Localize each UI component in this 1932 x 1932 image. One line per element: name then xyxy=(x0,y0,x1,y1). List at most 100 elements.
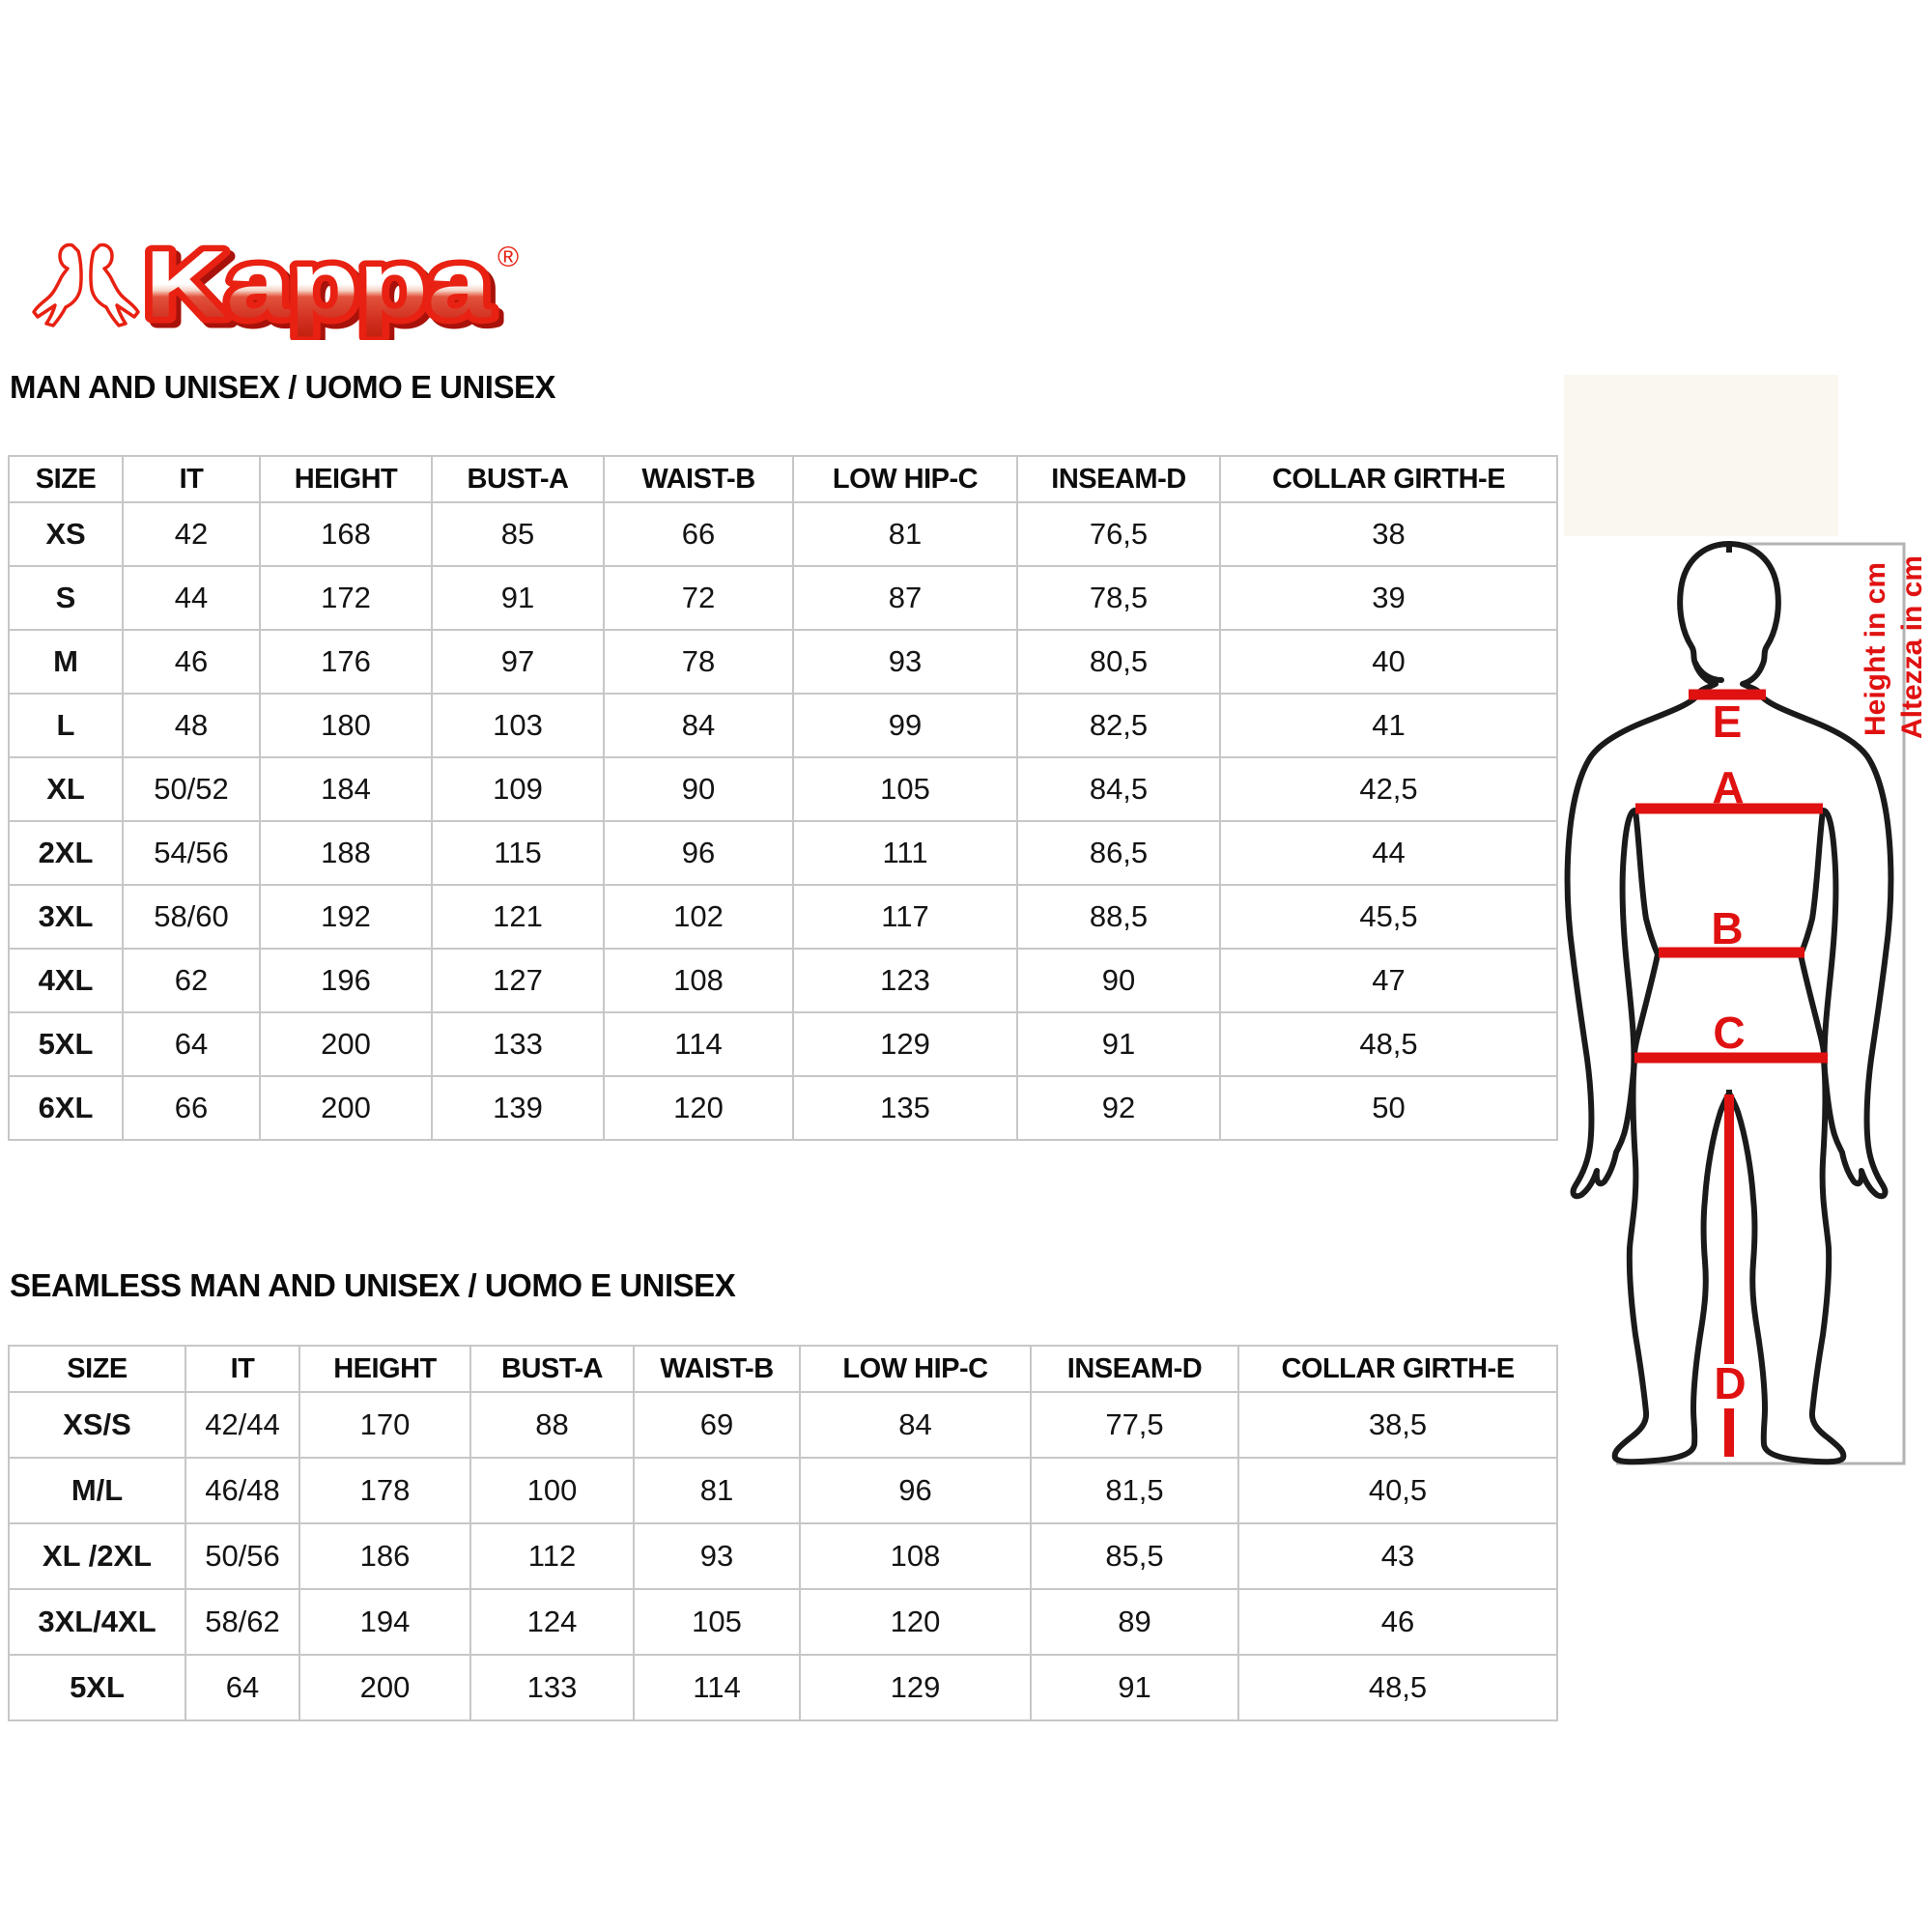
value-cell: 129 xyxy=(799,1654,1032,1721)
brand-wordmark-shadow: Kappa xyxy=(150,236,497,340)
size-cell: XL /2XL xyxy=(8,1522,186,1590)
value-cell: 91 xyxy=(1016,1011,1221,1077)
column-header: INSEAM-D xyxy=(1030,1345,1239,1393)
value-cell: 96 xyxy=(603,820,794,886)
column-header: WAIST-B xyxy=(633,1345,801,1393)
size-cell: M xyxy=(8,629,124,695)
value-cell: 88 xyxy=(469,1391,635,1459)
value-cell: 178 xyxy=(298,1457,471,1524)
size-cell: XL xyxy=(8,756,124,822)
value-cell: 58/60 xyxy=(122,884,261,950)
value-cell: 45,5 xyxy=(1219,884,1558,950)
size-cell: S xyxy=(8,565,124,631)
value-cell: 38 xyxy=(1219,501,1558,567)
value-cell: 139 xyxy=(431,1075,605,1141)
value-cell: 133 xyxy=(431,1011,605,1077)
brand-wordmark: Kappa xyxy=(145,231,493,337)
value-cell: 92 xyxy=(1016,1075,1221,1141)
column-header: IT xyxy=(185,1345,300,1393)
value-cell: 115 xyxy=(431,820,605,886)
side-notes: Height in cm Altezza in cm xyxy=(1860,555,1928,739)
value-cell: 76,5 xyxy=(1016,501,1221,567)
value-cell: 42/44 xyxy=(185,1391,300,1459)
column-header: BUST-A xyxy=(469,1345,635,1393)
value-cell: 186 xyxy=(298,1522,471,1590)
value-cell: 91 xyxy=(1030,1654,1239,1721)
value-cell: 196 xyxy=(259,948,433,1013)
column-header: HEIGHT xyxy=(298,1345,471,1393)
value-cell: 43 xyxy=(1237,1522,1558,1590)
value-cell: 121 xyxy=(431,884,605,950)
value-cell: 90 xyxy=(1016,948,1221,1013)
value-cell: 105 xyxy=(633,1588,801,1656)
value-cell: 99 xyxy=(792,693,1018,758)
value-cell: 42,5 xyxy=(1219,756,1558,822)
value-cell: 87 xyxy=(792,565,1018,631)
value-cell: 84 xyxy=(799,1391,1032,1459)
value-cell: 40,5 xyxy=(1237,1457,1558,1524)
table-row: 4XL 62 196 127 108 123 90 47 xyxy=(8,948,1558,1013)
column-header: HEIGHT xyxy=(259,455,433,503)
table-row: L 48 180 103 84 99 82,5 41 xyxy=(8,693,1558,758)
value-cell: 58/62 xyxy=(185,1588,300,1656)
value-cell: 39 xyxy=(1219,565,1558,631)
column-header: LOW HIP-C xyxy=(799,1345,1032,1393)
value-cell: 50 xyxy=(1219,1075,1558,1141)
header-row: SIZE IT HEIGHT BUST-A WAIST-B LOW HIP-C INSEAM… xyxy=(8,455,1558,503)
value-cell: 54/56 xyxy=(122,820,261,886)
value-cell: 120 xyxy=(799,1588,1032,1656)
table-row: S 44 172 91 72 87 78,5 39 xyxy=(8,565,1558,631)
table-row: XS/S 42/44 170 88 69 84 77,5 38,5 xyxy=(8,1391,1558,1459)
size-figure-diagram: E A B C D Height in cm Altezza in cm xyxy=(1546,529,1932,1476)
size-cell: 5XL xyxy=(8,1011,124,1077)
value-cell: 124 xyxy=(469,1588,635,1656)
label-a: A xyxy=(1712,762,1744,812)
value-cell: 111 xyxy=(792,820,1018,886)
table-row: 5XL 64 200 133 114 129 91 48,5 xyxy=(8,1654,1558,1721)
value-cell: 170 xyxy=(298,1391,471,1459)
value-cell: 112 xyxy=(469,1522,635,1590)
value-cell: 176 xyxy=(259,629,433,695)
size-cell: XS xyxy=(8,501,124,567)
value-cell: 85 xyxy=(431,501,605,567)
section-title-man-unisex: MAN AND UNISEX / UOMO E UNISEX xyxy=(10,369,556,405)
value-cell: 168 xyxy=(259,501,433,567)
value-cell: 48 xyxy=(122,693,261,758)
value-cell: 50/56 xyxy=(185,1522,300,1590)
value-cell: 200 xyxy=(259,1075,433,1141)
value-cell: 135 xyxy=(792,1075,1018,1141)
value-cell: 108 xyxy=(603,948,794,1013)
size-cell: XS/S xyxy=(8,1391,186,1459)
value-cell: 85,5 xyxy=(1030,1522,1239,1590)
size-cell: 4XL xyxy=(8,948,124,1013)
size-cell: 3XL/4XL xyxy=(8,1588,186,1656)
column-header: WAIST-B xyxy=(603,455,794,503)
value-cell: 88,5 xyxy=(1016,884,1221,950)
size-chart-table: SIZE IT HEIGHT BUST-A WAIST-B LOW HIP-C INSEAM… xyxy=(8,1345,1558,1721)
value-cell: 72 xyxy=(603,565,794,631)
value-cell: 78 xyxy=(603,629,794,695)
value-cell: 38,5 xyxy=(1237,1391,1558,1459)
chin-line xyxy=(1692,660,1724,683)
value-cell: 66 xyxy=(122,1075,261,1141)
value-cell: 42 xyxy=(122,501,261,567)
value-cell: 48,5 xyxy=(1219,1011,1558,1077)
size-chart-table: SIZE IT HEIGHT BUST-A WAIST-B LOW HIP-C INSEAM… xyxy=(8,455,1558,1141)
value-cell: 102 xyxy=(603,884,794,950)
column-header: INSEAM-D xyxy=(1016,455,1221,503)
value-cell: 77,5 xyxy=(1030,1391,1239,1459)
value-cell: 84,5 xyxy=(1016,756,1221,822)
value-cell: 180 xyxy=(259,693,433,758)
human-silhouette xyxy=(1564,541,1891,1462)
value-cell: 172 xyxy=(259,565,433,631)
value-cell: 81,5 xyxy=(1030,1457,1239,1524)
value-cell: 133 xyxy=(469,1654,635,1721)
size-table-man-unisex: SIZE IT HEIGHT BUST-A WAIST-B LOW HIP-C INSEAM… xyxy=(8,455,1558,1141)
value-cell: 129 xyxy=(792,1011,1018,1077)
label-d: D xyxy=(1714,1358,1746,1408)
kappa-logo-graphic: Kappa Kappa ® xyxy=(32,225,519,349)
column-header: COLLAR GIRTH-E xyxy=(1237,1345,1558,1393)
value-cell: 194 xyxy=(298,1588,471,1656)
table-row: XL 50/52 184 109 90 105 84,5 42,5 xyxy=(8,756,1558,822)
table-row: 5XL 64 200 133 114 129 91 48,5 xyxy=(8,1011,1558,1077)
